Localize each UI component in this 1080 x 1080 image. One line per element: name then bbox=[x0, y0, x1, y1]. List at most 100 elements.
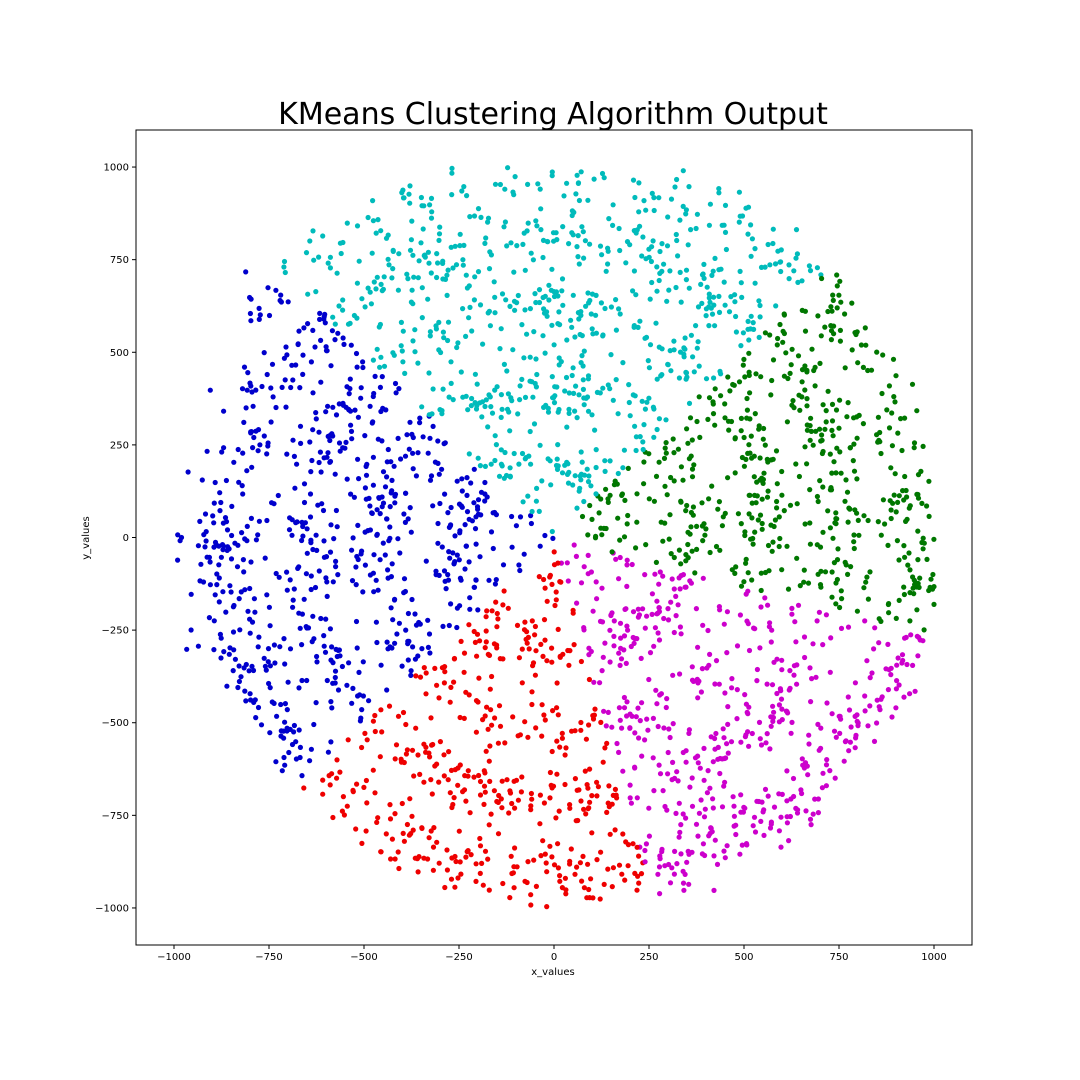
cluster-0-point bbox=[188, 591, 194, 597]
cluster-0-point bbox=[516, 562, 522, 568]
cluster-0-point bbox=[430, 423, 436, 429]
cluster-2-point bbox=[664, 492, 670, 498]
cluster-0-point bbox=[426, 631, 433, 637]
cluster-0-point bbox=[379, 374, 385, 380]
cluster-2-point bbox=[625, 465, 631, 471]
cluster-4-point bbox=[515, 733, 521, 739]
cluster-0-point bbox=[222, 515, 229, 521]
cluster-4-point bbox=[585, 806, 591, 812]
cluster-0-point bbox=[417, 415, 423, 421]
cluster-4-point bbox=[634, 844, 640, 850]
cluster-1-point bbox=[498, 414, 504, 420]
cluster-1-point bbox=[437, 224, 443, 230]
cluster-0-point bbox=[197, 578, 203, 584]
cluster-3-point bbox=[711, 853, 717, 859]
cluster-2-point bbox=[587, 502, 593, 509]
cluster-1-point bbox=[457, 243, 463, 249]
cluster-1-point bbox=[563, 374, 570, 381]
cluster-3-point bbox=[724, 609, 731, 615]
cluster-2-point bbox=[746, 372, 752, 378]
cluster-0-point bbox=[301, 481, 308, 487]
cluster-2-point bbox=[844, 414, 850, 420]
cluster-2-point bbox=[777, 321, 783, 328]
cluster-2-point bbox=[915, 472, 922, 478]
cluster-0-point bbox=[398, 456, 404, 462]
cluster-0-point bbox=[239, 530, 245, 536]
cluster-1-point bbox=[533, 384, 540, 390]
cluster-0-point bbox=[227, 583, 233, 589]
cluster-0-point bbox=[248, 515, 254, 522]
cluster-0-point bbox=[475, 506, 481, 512]
cluster-3-point bbox=[621, 647, 627, 653]
cluster-0-point bbox=[316, 429, 322, 435]
cluster-3-point bbox=[678, 631, 684, 637]
cluster-0-point bbox=[419, 646, 425, 652]
cluster-1-point bbox=[598, 300, 605, 306]
cluster-0-point bbox=[264, 592, 270, 598]
cluster-1-point bbox=[415, 360, 421, 366]
cluster-3-point bbox=[815, 796, 822, 802]
cluster-1-point bbox=[555, 409, 561, 415]
cluster-1-point bbox=[683, 370, 690, 376]
cluster-4-point bbox=[434, 839, 440, 845]
cluster-0-point bbox=[279, 384, 285, 390]
cluster-1-point bbox=[347, 320, 353, 326]
cluster-0-point bbox=[528, 520, 535, 527]
cluster-2-point bbox=[643, 542, 649, 548]
cluster-4-point bbox=[467, 810, 473, 816]
cluster-2-point bbox=[694, 523, 700, 530]
cluster-2-point bbox=[830, 535, 836, 541]
cluster-0-point bbox=[428, 473, 435, 479]
cluster-3-point bbox=[722, 690, 728, 696]
cluster-0-point bbox=[333, 558, 339, 565]
cluster-4-point bbox=[364, 800, 370, 806]
cluster-4-point bbox=[452, 884, 458, 890]
cluster-3-point bbox=[760, 809, 766, 815]
cluster-3-point bbox=[779, 706, 785, 712]
cluster-4-point bbox=[400, 830, 406, 837]
cluster-4-point bbox=[489, 673, 495, 680]
cluster-3-point bbox=[657, 891, 663, 897]
cluster-1-point bbox=[664, 243, 671, 249]
cluster-2-point bbox=[757, 455, 763, 461]
cluster-3-point bbox=[744, 618, 750, 624]
cluster-3-point bbox=[702, 852, 708, 859]
cluster-0-point bbox=[284, 587, 290, 593]
cluster-2-point bbox=[825, 508, 831, 514]
cluster-3-point bbox=[784, 820, 791, 826]
cluster-0-point bbox=[177, 538, 183, 544]
cluster-3-point bbox=[661, 615, 667, 622]
cluster-1-point bbox=[334, 270, 340, 276]
cluster-3-point bbox=[611, 618, 617, 624]
cluster-0-point bbox=[456, 557, 462, 563]
cluster-1-point bbox=[620, 465, 626, 471]
cluster-0-point bbox=[344, 476, 350, 482]
cluster-2-point bbox=[830, 292, 836, 298]
cluster-1-point bbox=[412, 349, 418, 355]
cluster-0-point bbox=[217, 508, 223, 514]
cluster-3-point bbox=[670, 721, 676, 727]
cluster-1-point bbox=[428, 270, 434, 276]
cluster-3-point bbox=[649, 591, 656, 597]
cluster-2-point bbox=[927, 584, 933, 591]
cluster-1-point bbox=[373, 286, 379, 292]
cluster-4-point bbox=[536, 574, 542, 580]
cluster-3-point bbox=[624, 699, 630, 705]
cluster-0-point bbox=[220, 547, 226, 553]
cluster-0-point bbox=[239, 483, 245, 489]
cluster-1-point bbox=[649, 190, 655, 196]
cluster-0-point bbox=[471, 500, 477, 506]
cluster-2-point bbox=[819, 275, 825, 282]
cluster-0-point bbox=[464, 475, 470, 481]
cluster-3-point bbox=[707, 830, 713, 837]
cluster-1-point bbox=[633, 447, 639, 454]
cluster-1-point bbox=[534, 371, 540, 378]
cluster-4-point bbox=[501, 588, 507, 594]
cluster-1-point bbox=[395, 287, 401, 293]
cluster-0-point bbox=[207, 387, 213, 393]
cluster-2-point bbox=[901, 543, 907, 549]
cluster-1-point bbox=[756, 298, 762, 304]
cluster-0-point bbox=[374, 639, 380, 646]
cluster-1-point bbox=[656, 195, 662, 201]
cluster-3-point bbox=[787, 813, 794, 820]
